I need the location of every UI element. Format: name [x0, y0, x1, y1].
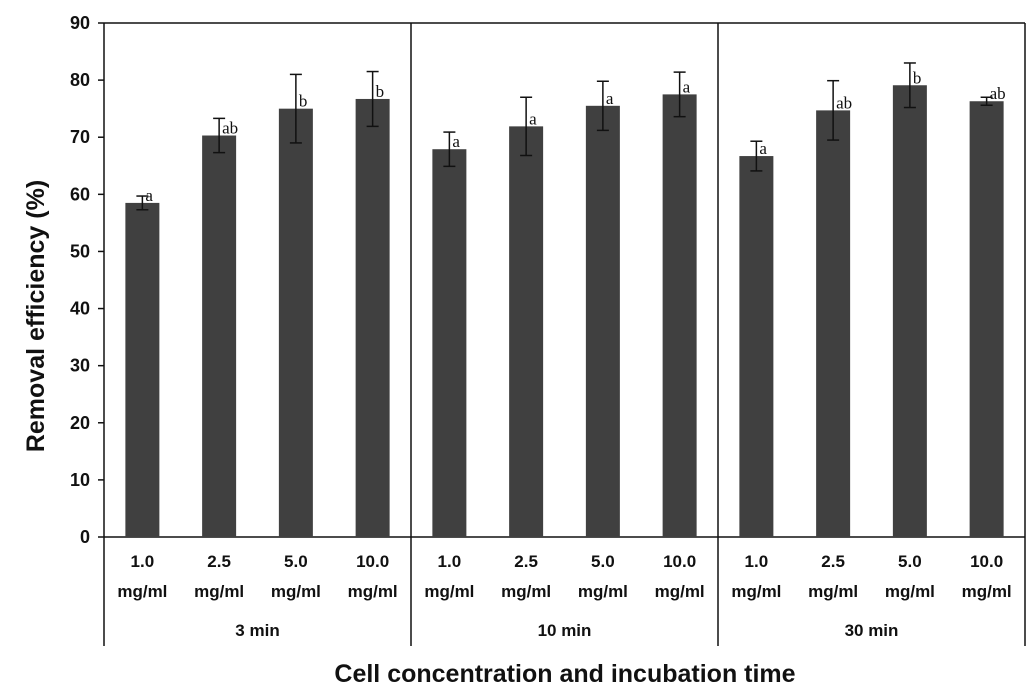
x-category-value: 5.0: [898, 552, 922, 571]
significance-label: a: [683, 77, 691, 96]
x-category-unit: mg/ml: [962, 582, 1012, 601]
significance-label: b: [913, 68, 922, 87]
group-label: 10 min: [538, 621, 592, 640]
bar: [125, 202, 160, 537]
x-category-unit: mg/ml: [424, 582, 474, 601]
significance-label: ab: [836, 93, 852, 112]
significance-label: a: [606, 89, 614, 108]
x-category-unit: mg/ml: [885, 582, 935, 601]
x-category-value: 2.5: [207, 552, 231, 571]
significance-label: ab: [990, 84, 1006, 103]
x-category-value: 5.0: [284, 552, 308, 571]
bar: [892, 85, 927, 538]
bar: [509, 126, 544, 538]
x-category-value: 10.0: [970, 552, 1003, 571]
x-category-value: 5.0: [591, 552, 615, 571]
group-labels: 3 min 10 min 30 min: [235, 621, 898, 640]
y-tick-label: 20: [70, 413, 90, 433]
significance-label: ab: [222, 119, 238, 138]
x-category-unit: mg/ml: [731, 582, 781, 601]
x-category-unit: mg/ml: [194, 582, 244, 601]
significance-label: a: [759, 139, 767, 158]
plot-frame: [103, 22, 1026, 646]
y-tick-label: 40: [70, 299, 90, 319]
x-category-unit: mg/ml: [655, 582, 705, 601]
bar: [278, 108, 313, 538]
x-category-labels: 1.0 mg/ml 2.5 mg/ml 5.0 mg/ml 10.0 mg/ml 1.0 mg/m…: [117, 552, 1011, 601]
x-category-unit: mg/ml: [271, 582, 321, 601]
significance-label: a: [452, 132, 460, 151]
significance-label: a: [145, 186, 153, 205]
x-category-unit: mg/ml: [501, 582, 551, 601]
y-tick-label: 10: [70, 470, 90, 490]
x-category-unit: mg/ml: [348, 582, 398, 601]
bar: [355, 98, 390, 538]
bar: [739, 156, 774, 537]
bar: [202, 135, 237, 537]
y-tick-label: 50: [70, 241, 90, 261]
significance-label: b: [376, 82, 385, 101]
bars: a ab b b a a a a a ab b ab: [125, 62, 1006, 538]
x-category-value: 2.5: [514, 552, 538, 571]
bar: [969, 101, 1004, 538]
group-label: 3 min: [235, 621, 279, 640]
x-category-unit: mg/ml: [578, 582, 628, 601]
y-axis: 0 10 20 30 40 50 60 70 80 90: [70, 13, 104, 547]
bar: [585, 105, 620, 538]
bar: [662, 94, 697, 537]
x-category-value: 10.0: [356, 552, 389, 571]
bar: [432, 149, 467, 537]
y-tick-label: 90: [70, 13, 90, 33]
bar: [816, 110, 851, 537]
x-axis-title: Cell concentration and incubation time: [334, 660, 795, 688]
y-tick-label: 70: [70, 127, 90, 147]
significance-label: b: [299, 92, 308, 111]
y-axis-title: Removal efficiency (%): [22, 180, 50, 452]
x-category-value: 2.5: [821, 552, 845, 571]
x-category-unit: mg/ml: [117, 582, 167, 601]
group-label: 30 min: [845, 621, 899, 640]
x-category-value: 10.0: [663, 552, 696, 571]
y-tick-label: 0: [80, 527, 90, 547]
y-tick-label: 30: [70, 356, 90, 376]
x-category-value: 1.0: [131, 552, 155, 571]
y-tick-label: 80: [70, 70, 90, 90]
x-category-value: 1.0: [438, 552, 462, 571]
y-tick-label: 60: [70, 184, 90, 204]
significance-label: a: [529, 109, 537, 128]
x-category-value: 1.0: [745, 552, 769, 571]
x-category-unit: mg/ml: [808, 582, 858, 601]
